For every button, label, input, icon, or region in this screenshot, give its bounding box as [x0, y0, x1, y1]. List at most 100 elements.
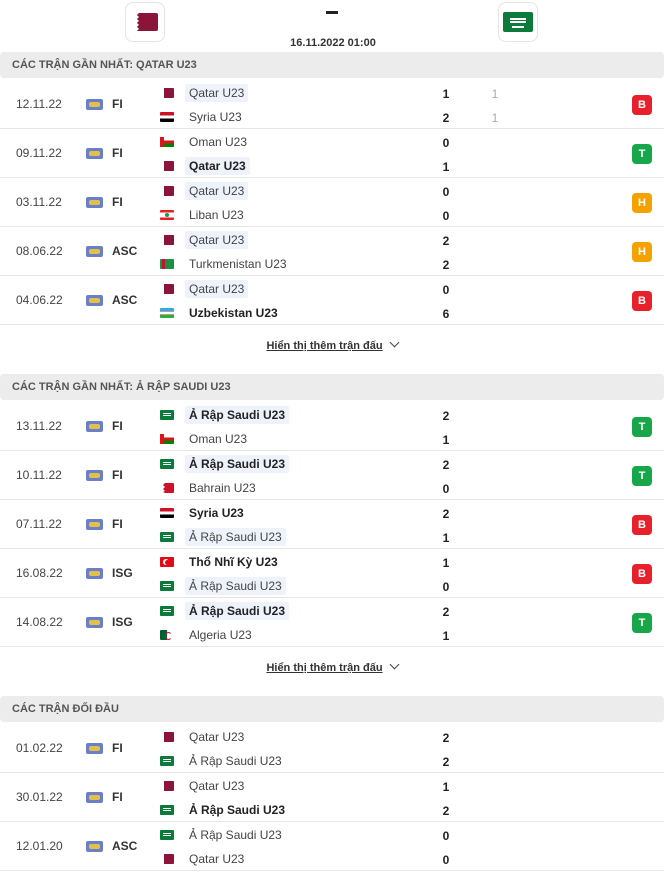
match-row[interactable]: 16.08.22 ISG Thổ Nhĩ Kỳ U23 Ả Rập Saudi U23… — [0, 549, 664, 598]
away-team[interactable]: Syria U23 — [160, 107, 246, 127]
match-row[interactable]: 08.06.22 ASC Qatar U23 Turkmenistan U23 2 2 H — [0, 227, 664, 276]
away-team-name: Syria U23 — [189, 110, 242, 124]
saudi-flag-icon — [160, 805, 174, 815]
home-team[interactable]: Ả Rập Saudi U23 — [160, 405, 290, 425]
away-team-name: Algeria U23 — [189, 628, 252, 642]
chevron-down-icon — [389, 659, 400, 670]
home-team-name: Ả Rập Saudi U23 — [189, 828, 282, 842]
away-team[interactable]: Liban U23 — [160, 205, 248, 225]
home-goals: 2 — [442, 605, 450, 619]
home-team-name: Thổ Nhĩ Kỳ U23 — [189, 555, 278, 569]
away-halftime-goals: 1 — [491, 111, 499, 125]
home-team-name: Ả Rập Saudi U23 — [185, 406, 290, 424]
show-more-button[interactable]: Hiển thị thêm trận đấu — [0, 659, 664, 674]
away-team[interactable]: Qatar U23 — [160, 156, 250, 176]
home-team[interactable]: Qatar U23 — [160, 727, 248, 747]
section-title: Các trận gần nhất: Ả Rập Saudi U23 — [0, 374, 664, 400]
match-date: 09.11.22 — [16, 146, 62, 160]
saudi-flag-icon — [160, 830, 174, 840]
match-row[interactable]: 09.11.22 FI Oman U23 Qatar U23 0 1 T — [0, 129, 664, 178]
away-team[interactable]: Bahrain U23 — [160, 478, 260, 498]
home-goals: 1 — [442, 556, 450, 570]
competition-icon — [86, 295, 103, 306]
away-team[interactable]: Turkmenistan U23 — [160, 254, 291, 274]
result-badge: T — [632, 613, 652, 633]
away-team[interactable]: Ả Rập Saudi U23 — [160, 800, 289, 820]
result-badge: B — [632, 564, 652, 584]
away-team[interactable]: Ả Rập Saudi U23 — [160, 527, 286, 547]
competition-code: FI — [112, 97, 123, 111]
competition-icon — [86, 99, 103, 110]
section-title: Các trận gần nhất: Qatar U23 — [0, 52, 664, 78]
home-team-logo[interactable] — [125, 2, 165, 42]
oman-flag-icon — [160, 137, 174, 147]
saudi-flag-icon — [160, 410, 174, 420]
home-goals: 1 — [442, 87, 450, 101]
qatar-flag-icon — [160, 854, 174, 864]
match-row[interactable]: 30.01.22 FI Qatar U23 Ả Rập Saudi U23 1 2 — [0, 773, 664, 822]
home-team[interactable]: Qatar U23 — [160, 181, 249, 201]
match-row[interactable]: 07.11.22 FI Syria U23 Ả Rập Saudi U23 2 1 B — [0, 500, 664, 549]
away-goals: 0 — [442, 580, 450, 594]
away-team[interactable]: Qatar U23 — [160, 849, 248, 869]
match-row[interactable]: 01.02.22 FI Qatar U23 Ả Rập Saudi U23 2 2 — [0, 724, 664, 773]
match-date: 16.08.22 — [16, 566, 63, 580]
competition-icon — [86, 568, 103, 579]
result-badge: H — [632, 193, 652, 213]
away-goals: 2 — [442, 258, 450, 272]
away-team[interactable]: Ả Rập Saudi U23 — [160, 751, 286, 771]
home-team[interactable]: Qatar U23 — [160, 83, 249, 103]
competition-code: FI — [112, 419, 123, 433]
match-date: 08.06.22 — [16, 244, 63, 258]
competition-code: FI — [112, 195, 123, 209]
away-team-name: Qatar U23 — [189, 852, 245, 866]
home-team-name: Qatar U23 — [189, 730, 245, 744]
match-row[interactable]: 14.08.22 ISG Ả Rập Saudi U23 Algeria U23 2 1 T — [0, 598, 664, 647]
home-team[interactable]: Qatar U23 — [160, 279, 249, 299]
match-row[interactable]: 03.11.22 FI Qatar U23 Liban U23 0 0 H — [0, 178, 664, 227]
away-goals: 0 — [442, 853, 450, 867]
match-row[interactable]: 12.11.22 FI Qatar U23 Syria U23 1 2 1 1 B — [0, 80, 664, 129]
match-row[interactable]: 10.11.22 FI Ả Rập Saudi U23 Bahrain U23 2 0 T — [0, 451, 664, 500]
home-team[interactable]: Qatar U23 — [160, 776, 248, 796]
home-team[interactable]: Ả Rập Saudi U23 — [160, 601, 290, 621]
competition-icon — [86, 841, 103, 852]
match-row[interactable]: 13.11.22 FI Ả Rập Saudi U23 Oman U23 2 1 T — [0, 402, 664, 451]
match-row[interactable]: 12.01.20 ASC Ả Rập Saudi U23 Qatar U23 0 0 — [0, 822, 664, 871]
match-date: 30.01.22 — [16, 790, 63, 804]
show-more-button[interactable]: Hiển thị thêm trận đấu — [0, 337, 664, 352]
away-team[interactable]: Uzbekistan U23 — [160, 303, 282, 323]
away-team[interactable]: Ả Rập Saudi U23 — [160, 576, 286, 596]
home-goals: 1 — [442, 780, 450, 794]
competition-icon — [86, 617, 103, 628]
competition-icon — [86, 519, 103, 530]
home-team-name: Qatar U23 — [185, 280, 249, 298]
home-goals: 0 — [442, 136, 450, 150]
qatar-flag-icon — [160, 161, 174, 171]
home-team[interactable]: Syria U23 — [160, 503, 248, 523]
home-goals: 2 — [442, 409, 450, 423]
home-team[interactable]: Qatar U23 — [160, 230, 249, 250]
away-team[interactable]: Oman U23 — [160, 429, 251, 449]
home-halftime-goals: 1 — [491, 87, 499, 101]
away-team-name: Turkmenistan U23 — [189, 257, 287, 271]
qatar-flag-icon — [160, 781, 174, 791]
match-header: 16.11.2022 01:00 — [0, 0, 666, 52]
competition-code: FI — [112, 146, 123, 160]
home-goals: 0 — [442, 283, 450, 297]
home-goals: 2 — [442, 458, 450, 472]
match-date: 01.02.22 — [16, 741, 63, 755]
away-goals: 1 — [442, 531, 450, 545]
home-team[interactable]: Ả Rập Saudi U23 — [160, 454, 290, 474]
match-row[interactable]: 04.06.22 ASC Qatar U23 Uzbekistan U23 0 6 B — [0, 276, 664, 325]
result-badge: B — [632, 95, 652, 115]
home-team[interactable]: Oman U23 — [160, 132, 251, 152]
home-team[interactable]: Ả Rập Saudi U23 — [160, 825, 286, 845]
syria-flag-icon — [160, 508, 174, 518]
home-team[interactable]: Thổ Nhĩ Kỳ U23 — [160, 552, 282, 572]
competition-icon — [86, 197, 103, 208]
away-team[interactable]: Algeria U23 — [160, 625, 256, 645]
competition-icon — [86, 421, 103, 432]
home-team-name: Syria U23 — [189, 506, 244, 520]
away-team-logo[interactable] — [498, 2, 538, 42]
